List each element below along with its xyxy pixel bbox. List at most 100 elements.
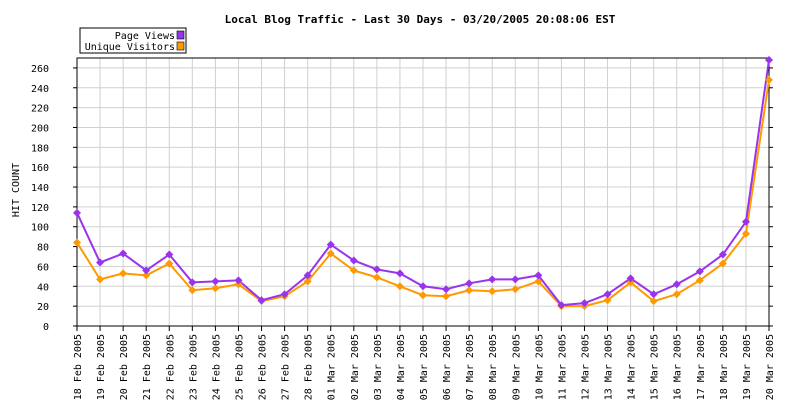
x-tick-label: 22 Feb 2005 [165, 334, 176, 400]
legend: Page Views Unique Visitors [79, 27, 187, 54]
data-point-unique-visitors [119, 269, 128, 278]
data-point-unique-visitors [419, 291, 427, 300]
legend-label-page-views: Page Views [115, 31, 175, 42]
plot-area: 0 20 40 60 80 100 120 140 160 180 200 220 240 260 18 F… [31, 55, 776, 400]
x-tick-label: 18 Mar 2005 [719, 334, 730, 400]
x-tick-label: 21 Feb 2005 [142, 334, 153, 400]
y-tick-label: 180 [31, 143, 49, 154]
plot-border [76, 57, 770, 327]
data-point-page-views [96, 258, 105, 267]
x-tick-label: 15 Mar 2005 [650, 334, 661, 400]
x-tick-label: 07 Mar 2005 [465, 334, 476, 400]
legend-box [79, 27, 187, 54]
x-tick-label: 04 Mar 2005 [396, 334, 407, 400]
data-point-page-views [580, 299, 589, 308]
y-tick-label: 120 [31, 203, 49, 214]
data-point-page-views [234, 276, 243, 285]
x-tick-label: 17 Mar 2005 [696, 334, 707, 400]
data-point-page-views [488, 275, 497, 284]
x-tick-label: 20 Feb 2005 [119, 334, 130, 400]
x-tick-label: 24 Feb 2005 [211, 334, 222, 400]
x-tick-label: 08 Mar 2005 [488, 334, 499, 400]
y-tick-label: 200 [31, 123, 49, 134]
x-tick-label: 10 Mar 2005 [534, 334, 545, 400]
data-point-page-views [511, 275, 520, 284]
y-axis-label: HIT COUNT [11, 163, 22, 217]
x-tick-label: 18 Feb 2005 [73, 334, 84, 400]
x-tick-label: 25 Feb 2005 [234, 334, 245, 400]
data-point-page-views [165, 250, 174, 259]
data-point-unique-visitors [695, 276, 704, 285]
data-point-unique-visitors [534, 277, 543, 286]
y-tick-label: 80 [37, 243, 49, 254]
data-point-unique-visitors [603, 296, 612, 305]
data-point-unique-visitors [303, 277, 312, 286]
x-tick-label: 12 Mar 2005 [580, 334, 591, 400]
x-tick-label: 14 Mar 2005 [627, 334, 638, 400]
data-point-page-views [303, 271, 312, 280]
data-point-unique-visitors [188, 286, 197, 295]
x-tick-label: 19 Mar 2005 [742, 334, 753, 400]
data-point-page-views [649, 290, 658, 299]
y-tick-label: 140 [31, 183, 49, 194]
data-point-page-views [419, 282, 427, 291]
data-point-page-views [442, 285, 451, 294]
x-tick-label: 13 Mar 2005 [604, 334, 615, 400]
data-point-page-views [741, 217, 750, 226]
data-point-page-views [211, 277, 220, 286]
legend-label-unique-visitors: Unique Visitors [85, 42, 175, 53]
data-point-unique-visitors [142, 271, 151, 280]
data-point-page-views [372, 265, 381, 274]
data-point-page-views [326, 240, 335, 249]
data-point-page-views [280, 290, 289, 299]
data-point-unique-visitors [96, 275, 105, 284]
legend-swatch-page-views [176, 30, 185, 40]
x-tick-label: 06 Mar 2005 [442, 334, 453, 400]
data-point-unique-visitors [488, 287, 497, 296]
x-tick-label: 26 Feb 2005 [258, 334, 269, 400]
data-point-unique-visitors [649, 297, 658, 306]
data-point-page-views [626, 274, 635, 283]
y-tick-label: 220 [31, 104, 49, 115]
data-point-unique-visitors [211, 284, 220, 293]
data-point-unique-visitors [465, 286, 474, 295]
data-point-unique-visitors [511, 285, 520, 294]
data-point-unique-visitors [73, 238, 81, 247]
data-point-page-views [557, 301, 566, 310]
x-tick-label: 20 Mar 2005 [765, 334, 776, 400]
x-tick-label: 16 Mar 2005 [673, 334, 684, 400]
data-point-page-views [695, 267, 704, 276]
data-point-page-views [119, 249, 128, 258]
data-point-unique-visitors [672, 290, 681, 299]
x-tick-label: 19 Feb 2005 [96, 334, 107, 400]
x-tick-label: 02 Mar 2005 [350, 334, 361, 400]
data-point-page-views [73, 208, 81, 217]
x-tick-label: 23 Feb 2005 [188, 334, 199, 400]
data-point-unique-visitors [442, 292, 451, 301]
y-tick-label: 40 [37, 282, 49, 293]
y-tick-label: 260 [31, 64, 49, 75]
legend-swatch-unique-visitors [176, 41, 185, 51]
data-point-page-views [465, 279, 474, 288]
data-point-page-views [534, 271, 543, 280]
data-point-unique-visitors [395, 282, 404, 291]
data-point-unique-visitors [349, 266, 358, 275]
data-point-page-views [718, 250, 727, 259]
x-tick-label: 03 Mar 2005 [373, 334, 384, 400]
x-tick-label: 05 Mar 2005 [419, 334, 430, 400]
x-tick-label: 11 Mar 2005 [557, 334, 568, 400]
y-tick-label: 100 [31, 223, 49, 234]
x-tick-label: 28 Feb 2005 [304, 334, 315, 400]
y-tick-label: 160 [31, 163, 49, 174]
data-point-unique-visitors [372, 273, 381, 282]
x-tick-label: 27 Feb 2005 [281, 334, 292, 400]
y-tick-label: 240 [31, 84, 49, 95]
data-point-page-views [603, 290, 612, 299]
data-point-page-views [395, 269, 404, 278]
data-point-unique-visitors [765, 75, 773, 84]
y-tick-label: 20 [37, 302, 49, 313]
data-point-page-views [142, 266, 151, 275]
data-point-page-views [349, 256, 358, 265]
data-point-unique-visitors [741, 229, 750, 238]
